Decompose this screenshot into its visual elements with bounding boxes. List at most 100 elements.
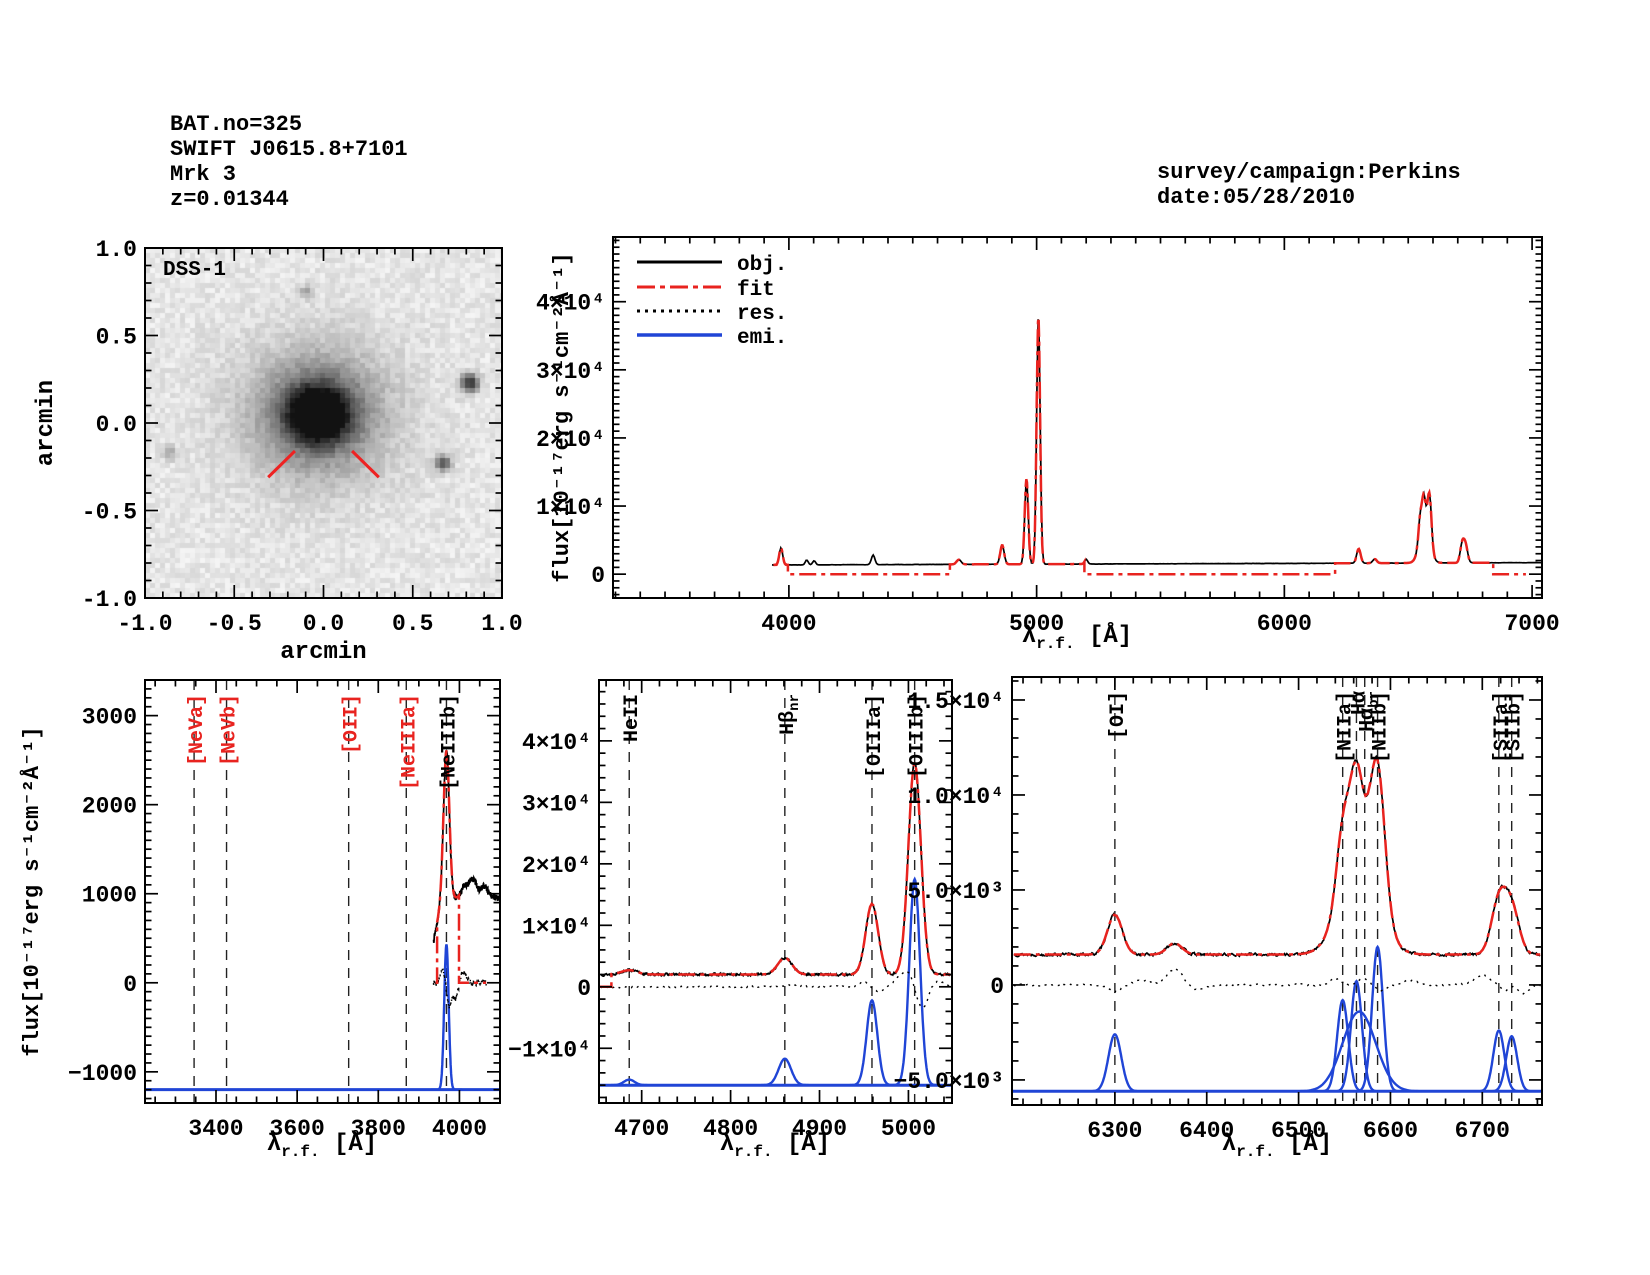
emi-component-curve [1069, 1032, 1160, 1093]
dss-y-axis-label: arcmin [33, 380, 60, 466]
x-tick-label: 6700 [1455, 1118, 1510, 1144]
legend-label-obj: obj. [737, 254, 787, 277]
full-spectrum-panel: 4000 5000 6000 7000 0 1×10⁴ 2×10⁴ 3×10⁴ 4×10⁴ λr.… [536, 236, 1560, 653]
y-tick-label: 2×10⁴ [536, 427, 605, 453]
emi-component-curve [430, 944, 463, 1091]
y-tick-label: 0 [123, 972, 137, 998]
y-axis-label: flux[10⁻¹⁷erg s⁻¹cm⁻²Å⁻¹] [549, 252, 575, 582]
line-marker-label: [SIIa] [1491, 691, 1514, 763]
x-tick-label: 5000 [1009, 611, 1064, 637]
x-tick-label: 7000 [1504, 611, 1559, 637]
halpha-zoom-panel: 6300 6400 6500 6600 6700 −5.0×10³ 0 5.0×10³ 1.0×… [894, 676, 1543, 1161]
emi-component-curve [1473, 1034, 1541, 1093]
swift-id: SWIFT J0615.8+7101 [170, 137, 408, 162]
y-tick-label: 0 [990, 974, 1004, 1000]
axis-ticks [1012, 677, 1542, 1105]
y-tick-label: 2×10⁴ [522, 853, 591, 879]
legend-label-fit: fit [737, 279, 775, 302]
x-axis-label: λr.f. [Å] [1222, 1130, 1332, 1161]
y-tick-label: −1×10⁴ [508, 1037, 591, 1063]
y-tick-label: −5.0×10³ [894, 1069, 1004, 1095]
res-curve [1013, 967, 1541, 995]
fit-curve [1013, 757, 1541, 956]
plot-box [1011, 676, 1543, 1106]
line-marker-label: Hβnr [777, 694, 803, 735]
dss-x-axis-label: arcmin [280, 639, 366, 666]
x-axis-label: λr.f. [Å] [267, 1130, 377, 1161]
x-tick-label: 3400 [188, 1116, 243, 1142]
dss-panel: -1.0 -0.5 0.0 0.5 1.0 -1.0 -0.5 0.0 0.5 1.0 DSS-1 a… [33, 237, 523, 666]
emi-component-curve [741, 1057, 829, 1087]
fit-curve [435, 750, 487, 985]
redshift: z=0.01344 [170, 187, 289, 212]
y-tick-label: 3×10⁴ [536, 359, 605, 385]
x-tick-label: -0.5 [207, 611, 262, 637]
legend-label-res: res. [737, 303, 787, 326]
bat-number: BAT.no=325 [170, 112, 303, 137]
x-axis-label: λr.f. [Å] [720, 1130, 830, 1161]
y-tick-label: 0.5 [96, 325, 137, 351]
halpha-zoom-curves [1013, 678, 1541, 1104]
hbeta-oiii-zoom-curves [600, 681, 951, 1102]
x-tick-label: 4000 [761, 611, 816, 637]
object-name: Mrk 3 [170, 162, 237, 187]
line-marker-label: HeII [621, 694, 644, 742]
y-tick-label: 3×10⁴ [522, 791, 591, 817]
emi-component-curve [1304, 998, 1382, 1093]
line-marker-label: [OIIIb] [907, 694, 930, 778]
x-tick-label: 0.0 [303, 611, 344, 637]
observation-date: date:05/28/2010 [1157, 185, 1356, 210]
dss-survey-label: DSS-1 [163, 259, 226, 282]
x-tick-label: 6300 [1087, 1118, 1142, 1144]
x-tick-label: 6400 [1179, 1118, 1234, 1144]
line-marker-label: [NIIb] [1370, 691, 1393, 763]
emi-component-curve [877, 876, 951, 1087]
y-tick-label: 1×10⁴ [522, 914, 591, 940]
x-tick-label: 6600 [1363, 1118, 1418, 1144]
res-curve [432, 965, 487, 1009]
line-marker-label: [NeIIIb] [438, 694, 461, 790]
line-marker-label: Hα [1348, 691, 1371, 715]
target-header: BAT.no=325 SWIFT J0615.8+7101 Mrk 3 z=0.… [170, 112, 408, 212]
neiii-zoom-panel: 3400 3600 3800 4000 −1000 0 1000 2000 3000 λr.f. … [19, 679, 501, 1161]
axis-ticks [613, 237, 1542, 598]
survey-info: survey/campaign:Perkins date:05/28/2010 [1157, 160, 1461, 210]
x-tick-label: 3800 [351, 1116, 406, 1142]
y-tick-label: 1.0 [96, 237, 137, 263]
line-marker-label: [NeVa] [186, 694, 209, 766]
axis-ticks [145, 679, 501, 1103]
fit-curve [773, 317, 1526, 576]
axis-ticks [144, 247, 503, 599]
line-marker-label: [OII] [341, 694, 364, 754]
emi-component-curve [600, 1078, 667, 1087]
y-tick-label: 1.5×10⁴ [907, 689, 1004, 715]
survey-campaign: survey/campaign:Perkins [1157, 160, 1461, 185]
y-tick-label: 4×10⁴ [522, 730, 591, 756]
obj-curve [600, 761, 951, 978]
y-tick-label: 0 [591, 563, 605, 589]
emi-component-curve [1243, 1010, 1475, 1093]
line-marker-label: [OI] [1107, 691, 1130, 739]
x-tick-label: 1.0 [481, 611, 522, 637]
x-axis-label: λr.f. [Å] [1022, 622, 1132, 653]
y-tick-label: 1000 [82, 883, 137, 909]
y-tick-label: 4×10⁴ [536, 291, 605, 317]
obj-curve [771, 319, 1541, 566]
emi-component-curve [1317, 979, 1395, 1093]
x-tick-label: 4700 [614, 1116, 669, 1142]
x-tick-label: 4000 [432, 1116, 487, 1142]
x-tick-label: 4900 [792, 1116, 847, 1142]
line-marker-label: Hαbr [1357, 691, 1383, 732]
line-marker-label: [NeIIIa] [398, 694, 421, 790]
y-axis-label: flux[10⁻¹⁷erg s⁻¹cm⁻²Å⁻¹] [19, 726, 45, 1056]
y-tick-label: 1×10⁴ [536, 495, 605, 521]
nucleus-pointer-mark [267, 449, 296, 479]
full-spectrum-curves [771, 317, 1541, 576]
obj-curve [1013, 754, 1541, 958]
y-tick-label: 3000 [82, 705, 137, 731]
plot-box [144, 247, 503, 599]
line-marker-label: [NIIa] [1335, 691, 1358, 763]
y-tick-label: −1000 [68, 1061, 137, 1087]
line-marker-label: [NeVb] [219, 694, 242, 766]
